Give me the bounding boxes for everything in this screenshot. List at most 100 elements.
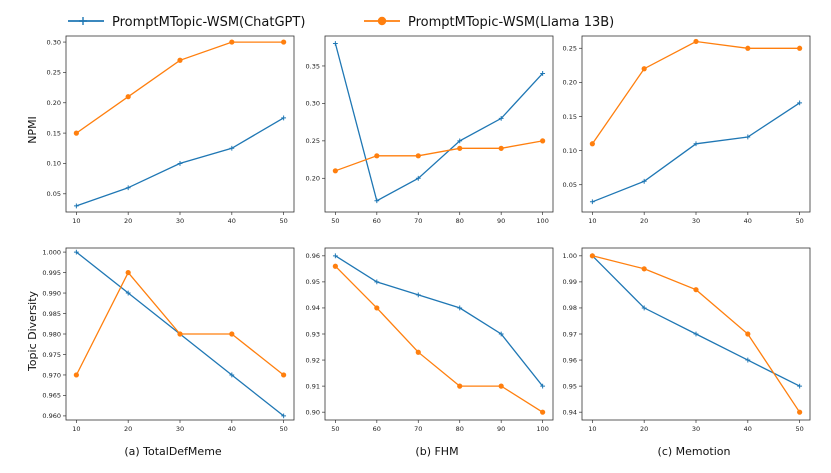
y-tick-label: 0.20 [47, 99, 61, 107]
x-tick-label: 50 [331, 217, 339, 225]
data-point-llama [332, 168, 338, 174]
data-point-chatgpt [540, 383, 546, 389]
data-point-llama [745, 331, 751, 337]
y-tick-label: 0.30 [306, 100, 320, 108]
y-tick-label: 0.91 [306, 382, 320, 390]
legend: PromptMTopic-WSM(ChatGPT) PromptMTopic-W… [68, 15, 614, 30]
data-point-chatgpt [415, 292, 421, 298]
chart-panels: 10 20 30 40 50 0.05 0.10 0.15 0.20 0.25 0.30 50 60 70… [42, 35, 811, 433]
data-point-llama [177, 331, 183, 337]
data-point-llama [540, 409, 546, 415]
chart-panel-3: 10 20 30 40 50 0.960 0.965 0.970 0.975 0.980 0.985… [42, 247, 295, 433]
data-point-chatgpt [457, 305, 463, 311]
y-tick-label: 0.92 [306, 356, 320, 364]
chart-panel-1: 50 60 70 80 90 100 0.20 0.25 0.30 0.35 [306, 35, 554, 225]
x-tick-label: 70 [414, 425, 422, 433]
x-tick-label: 20 [124, 425, 132, 433]
data-point-llama [693, 287, 699, 293]
x-tick-label: 80 [456, 425, 464, 433]
x-tick-label: 40 [228, 217, 236, 225]
data-point-llama [73, 130, 79, 136]
x-tick-label: 90 [497, 425, 505, 433]
y-tick-label: 0.20 [306, 175, 320, 183]
y-tick-label: 0.05 [563, 181, 577, 189]
y-tick-label: 0.15 [47, 129, 61, 137]
x-tick-label: 40 [744, 217, 752, 225]
data-point-llama [589, 141, 595, 147]
row-label-topic-diversity: Topic Diversity [26, 290, 39, 372]
y-tick-label: 0.995 [42, 269, 61, 277]
legend-circle-marker-icon [377, 16, 387, 26]
data-point-llama [374, 305, 380, 311]
data-point-chatgpt [332, 41, 338, 46]
x-tick-label: 10 [72, 425, 80, 433]
series-line-llama [334, 265, 543, 413]
legend-label-chatgpt: PromptMTopic-WSM(ChatGPT) [112, 15, 305, 30]
y-tick-label: 0.10 [47, 160, 61, 168]
x-tick-label: 50 [795, 217, 803, 225]
y-tick-label: 1.000 [42, 248, 61, 256]
x-tick-label: 60 [373, 425, 381, 433]
y-tick-label: 0.96 [563, 356, 577, 364]
data-point-llama [415, 153, 421, 159]
data-point-chatgpt [374, 198, 380, 204]
series-line-llama [591, 40, 800, 145]
data-point-chatgpt [281, 413, 287, 419]
x-tick-label: 10 [72, 217, 80, 225]
x-tick-label: 10 [588, 217, 596, 225]
legend-plus-marker-icon [79, 17, 87, 25]
data-point-chatgpt [229, 372, 235, 378]
data-point-chatgpt [540, 71, 546, 76]
data-point-chatgpt [374, 279, 380, 285]
x-tick-label: 30 [176, 425, 184, 433]
plot-frame [581, 35, 811, 213]
data-point-chatgpt [73, 249, 79, 255]
data-point-chatgpt [125, 185, 131, 191]
y-tick-label: 0.20 [563, 79, 577, 87]
y-tick-label: 0.96 [306, 252, 320, 260]
data-point-chatgpt [745, 134, 751, 140]
y-tick-label: 0.25 [47, 69, 61, 77]
y-tick-label: 0.25 [306, 137, 320, 145]
data-point-chatgpt [125, 290, 131, 296]
y-tick-label: 0.35 [306, 62, 320, 70]
x-tick-label: 20 [640, 425, 648, 433]
data-point-llama [745, 45, 751, 51]
data-point-llama [332, 263, 338, 269]
x-tick-label: 20 [640, 217, 648, 225]
x-tick-label: 90 [497, 217, 505, 225]
y-tick-label: 1.00 [563, 252, 577, 260]
data-point-llama [73, 372, 79, 378]
data-point-llama [229, 331, 235, 337]
x-tick-label: 50 [795, 425, 803, 433]
x-tick-label: 100 [536, 425, 548, 433]
series-line-llama [76, 41, 284, 134]
x-tick-label: 40 [228, 425, 236, 433]
data-point-chatgpt [693, 331, 699, 337]
y-tick-label: 0.99 [563, 278, 577, 286]
caption-fhm: (b) FHM [415, 445, 458, 458]
x-tick-label: 30 [176, 217, 184, 225]
y-tick-label: 0.94 [306, 304, 320, 312]
x-tick-label: 50 [279, 217, 287, 225]
y-tick-label: 0.93 [306, 330, 320, 338]
row-label-npmi: NPMI [26, 116, 39, 144]
data-point-chatgpt [797, 383, 803, 389]
y-tick-label: 0.15 [563, 113, 577, 121]
data-point-llama [281, 372, 287, 378]
y-tick-label: 0.95 [306, 278, 320, 286]
chart-panel-4: 50 60 70 80 90 100 0.90 0.91 0.92 0.93 0.94 0.95 0.9… [306, 247, 554, 433]
data-point-chatgpt [498, 115, 504, 121]
data-point-llama [540, 138, 546, 144]
series-line-chatgpt [335, 255, 544, 387]
x-tick-label: 30 [692, 217, 700, 225]
data-point-llama [229, 39, 235, 45]
plot-frame [324, 35, 554, 213]
y-tick-label: 0.990 [42, 289, 61, 297]
series-line-chatgpt [591, 255, 800, 387]
data-point-llama [281, 39, 287, 45]
data-point-llama [797, 409, 803, 415]
series-line-llama [75, 271, 285, 376]
series-line-chatgpt [592, 102, 800, 203]
x-tick-label: 40 [744, 425, 752, 433]
